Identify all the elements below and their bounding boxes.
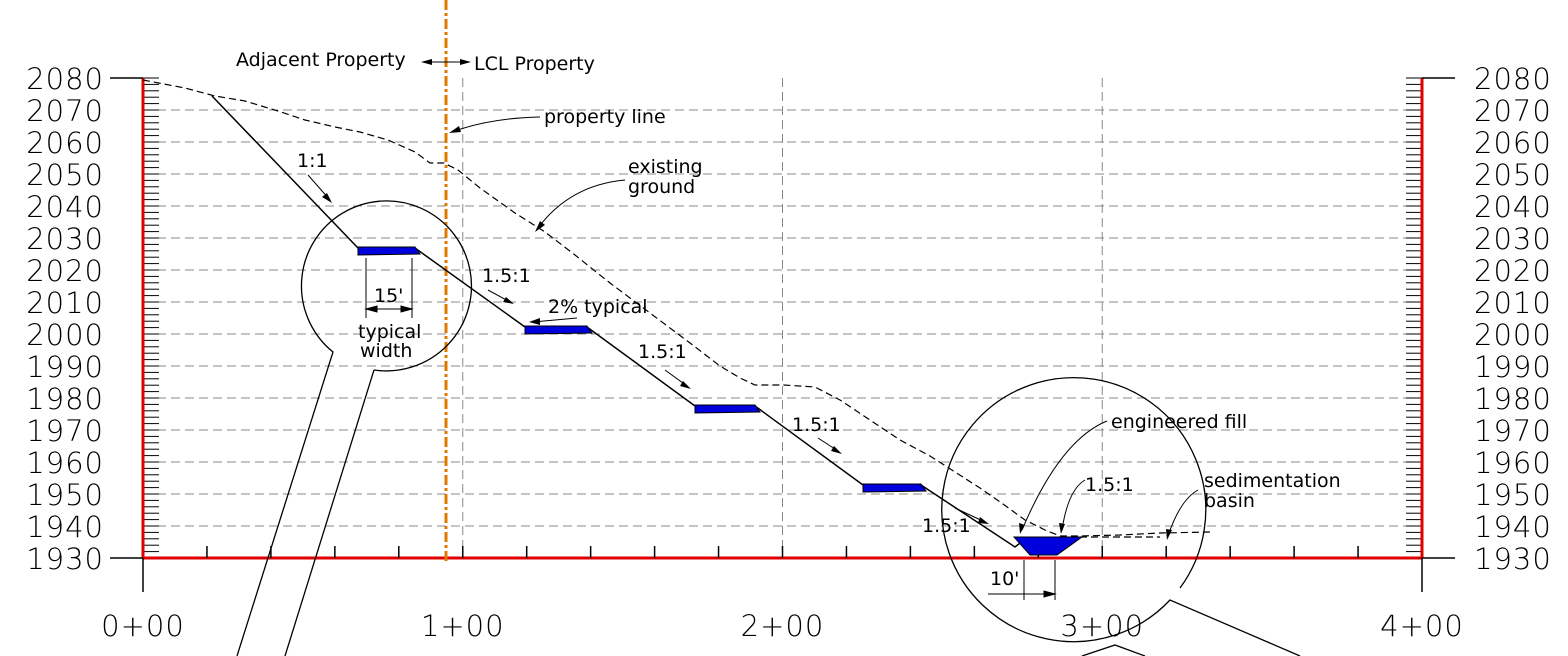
sedimentation-label-1: sedimentation (1204, 470, 1341, 492)
slope-1-1-label: 1:1 (297, 150, 328, 172)
basin-fill (1012, 536, 1084, 556)
grade-label: 2% typical (548, 296, 648, 318)
bench-fills (357, 246, 1084, 556)
annotations: Adjacent Property LCL Property property … (236, 49, 1341, 590)
property-line-leader (451, 116, 541, 133)
detail-callout-left (236, 200, 473, 656)
x-tick-label: 1+00 (421, 609, 505, 643)
slope-label-a: 1.5:1 (482, 265, 531, 287)
dimension-15ft (364, 258, 414, 318)
y-tick-label-left: 2040 (26, 190, 104, 224)
existing-ground-leader (537, 179, 626, 229)
y-tick-label-right: 2030 (1474, 222, 1552, 256)
engineered-fill-leader (1021, 420, 1108, 531)
y-tick-label-right: 1940 (1474, 510, 1552, 544)
station-ticks (206, 546, 1359, 558)
y-tick-label-right: 2070 (1474, 94, 1552, 128)
y-tick-label-left: 2000 (26, 318, 104, 352)
y-tick-label-left: 2060 (26, 126, 104, 160)
engineered-fill-label: engineered fill (1111, 411, 1247, 433)
y-tick-label-right: 2050 (1474, 158, 1552, 192)
y-tick-label-left: 2030 (26, 222, 104, 256)
y-tick-label-right: 2000 (1474, 318, 1552, 352)
ruler-ticks (143, 77, 1422, 559)
leaders (307, 61, 1199, 537)
x-tick-label: 2+00 (741, 609, 825, 643)
sedimentation-leader (1167, 489, 1199, 537)
slope-label-b: 1.5:1 (638, 341, 687, 363)
y-tick-label-left: 2050 (26, 158, 104, 192)
y-tick-label-right: 1950 (1474, 478, 1552, 512)
y-tick-label-right: 2080 (1474, 62, 1552, 96)
y-tick-label-right: 2040 (1474, 190, 1552, 224)
x-axis-labels: 0+00 1+00 2+00 3+00 4+00 (101, 609, 1464, 643)
y-tick-label-left: 1970 (26, 414, 104, 448)
y-tick-label-left: 1990 (26, 350, 104, 384)
y-tick-label-right: 1970 (1474, 414, 1552, 448)
y-tick-label-right: 1980 (1474, 382, 1552, 416)
y-tick-label-left: 2020 (26, 254, 104, 288)
x-tick-label: 4+00 (1380, 609, 1464, 643)
y-tick-label-right: 2060 (1474, 126, 1552, 160)
dimension-10-label: 10' (990, 568, 1019, 590)
bench-fill-2 (524, 325, 593, 335)
adjacent-property-label: Adjacent Property (236, 49, 406, 71)
y-tick-label-left: 1980 (26, 382, 104, 416)
bench-fill-3 (694, 404, 761, 414)
y-tick-label-left: 1930 (26, 542, 104, 576)
slope-label-e: 1.5:1 (1085, 474, 1134, 496)
x-tick-label: 3+00 (1060, 609, 1144, 643)
y-tick-label-left: 1950 (26, 478, 104, 512)
slope-label-d: 1.5:1 (922, 515, 971, 537)
y-tick-label-right: 2020 (1474, 254, 1552, 288)
y-axis-left-labels: 2080207020602050204020302020201020001990… (26, 62, 104, 576)
bench-fill-1 (357, 246, 421, 256)
y-tick-label-right: 1990 (1474, 350, 1552, 384)
existing-ground-label-2: ground (628, 176, 695, 198)
y-tick-label-right: 1960 (1474, 446, 1552, 480)
slope-label-c: 1.5:1 (792, 414, 841, 436)
y-tick-label-right: 1930 (1474, 542, 1552, 576)
frame-extensions (110, 77, 1455, 592)
detail-callout-right (941, 377, 1301, 656)
y-tick-label-left: 1960 (26, 446, 104, 480)
typical-label-2: width (360, 340, 412, 362)
grade-arrow (532, 317, 578, 323)
typical-label-1: typical (358, 321, 421, 343)
y-tick-label-right: 2010 (1474, 286, 1552, 320)
x-tick-label: 0+00 (101, 609, 185, 643)
y-tick-label-left: 1940 (26, 510, 104, 544)
y-tick-label-left: 2070 (26, 94, 104, 128)
dimension-15-label: 15' (374, 285, 403, 307)
proposed-slope-profile (211, 95, 1029, 548)
lcl-property-label: LCL Property (474, 53, 595, 75)
existing-ground-label-1: existing (628, 156, 703, 178)
y-tick-label-left: 2010 (26, 286, 104, 320)
sedimentation-label-2: basin (1204, 490, 1255, 512)
property-line-label: property line (544, 106, 666, 128)
existing-ground-line (142, 79, 1211, 537)
y-tick-label-left: 2080 (26, 62, 104, 96)
bench-fill-4 (862, 483, 927, 493)
basin-slope-leader (1061, 479, 1086, 531)
y-axis-right-labels: 2080207020602050204020302020201020001990… (1474, 62, 1552, 576)
arrowheads (322, 59, 1172, 540)
dimension-10ft (988, 560, 1057, 600)
